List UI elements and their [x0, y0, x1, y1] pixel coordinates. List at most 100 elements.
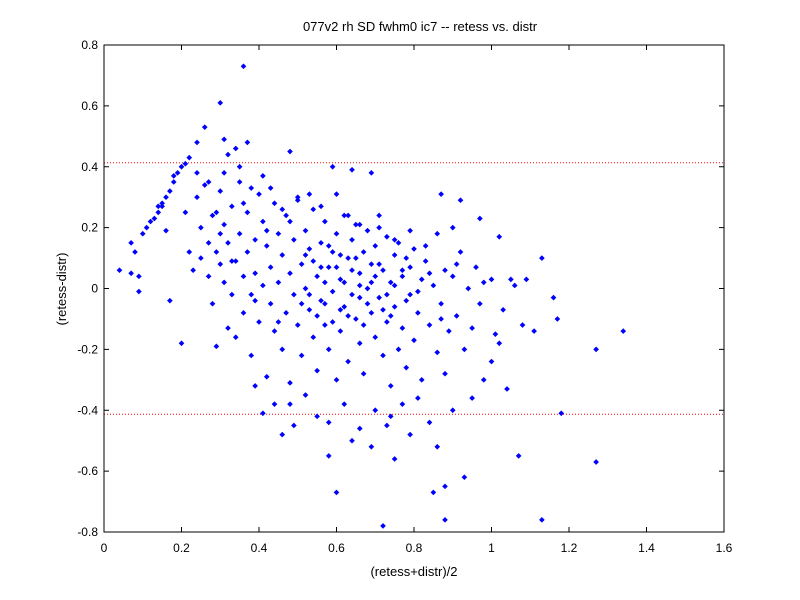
data-point — [422, 258, 429, 264]
data-point — [294, 197, 301, 204]
data-point — [310, 258, 317, 264]
data-point — [306, 246, 313, 252]
data-point — [318, 297, 324, 304]
data-point — [353, 255, 359, 261]
data-point — [267, 300, 274, 307]
data-point — [550, 294, 557, 301]
data-point — [190, 267, 196, 274]
data-point — [263, 227, 270, 234]
data-point — [387, 413, 394, 420]
data-point — [438, 191, 444, 197]
data-point — [368, 170, 375, 176]
data-point — [314, 367, 320, 374]
data-point — [380, 523, 386, 529]
data-point — [302, 227, 309, 234]
y-tick-label: 0.2 — [81, 221, 98, 235]
data-point — [221, 170, 227, 176]
data-point — [310, 206, 317, 213]
data-point — [240, 200, 247, 207]
data-point — [279, 346, 286, 353]
data-point — [438, 316, 444, 322]
data-point — [337, 328, 344, 334]
data-point — [364, 300, 371, 307]
data-point — [201, 182, 208, 188]
data-point — [287, 401, 293, 407]
data-point — [182, 209, 189, 216]
data-point — [360, 370, 367, 377]
data-point — [453, 313, 460, 319]
data-point — [155, 203, 162, 210]
data-point — [314, 273, 320, 280]
data-point — [209, 212, 216, 219]
data-point — [434, 230, 441, 237]
data-point — [333, 191, 340, 197]
data-point — [260, 173, 266, 179]
data-point — [232, 334, 239, 341]
data-point — [422, 243, 429, 249]
data-point — [225, 325, 231, 331]
data-point — [244, 139, 251, 146]
data-point — [539, 255, 545, 261]
data-point — [438, 300, 444, 307]
data-point — [314, 313, 320, 319]
data-point — [132, 249, 138, 255]
data-point — [267, 264, 274, 271]
data-point — [186, 249, 193, 255]
data-point — [236, 163, 243, 170]
data-point — [593, 346, 599, 353]
data-point — [314, 413, 320, 420]
data-point — [341, 401, 348, 407]
data-point — [519, 322, 526, 328]
data-point — [376, 294, 382, 301]
data-point — [368, 310, 375, 316]
data-point — [523, 276, 530, 283]
data-point — [411, 337, 417, 344]
y-tick-label: -0.4 — [77, 403, 98, 417]
data-point — [477, 300, 483, 307]
chart-title: 077v2 rh SD fwhm0 ic7 -- retess vs. dist… — [303, 19, 538, 34]
y-tick-label: 0.4 — [81, 160, 98, 174]
data-point — [384, 319, 390, 325]
data-point — [446, 328, 452, 334]
data-point — [426, 419, 433, 426]
data-point — [558, 410, 565, 417]
x-tick-label: 0.8 — [406, 541, 423, 555]
data-point — [213, 209, 220, 216]
data-point — [403, 364, 410, 371]
data-point — [116, 267, 123, 274]
data-point — [480, 376, 487, 383]
data-point — [322, 218, 328, 225]
data-point — [302, 252, 309, 258]
data-point — [240, 273, 247, 280]
data-point — [426, 270, 433, 277]
data-point — [488, 276, 495, 283]
data-point — [194, 139, 200, 146]
data-point — [136, 273, 142, 280]
data-point — [205, 273, 212, 280]
data-point — [473, 264, 479, 271]
data-point — [368, 443, 375, 450]
data-point — [449, 273, 456, 280]
data-point — [345, 313, 351, 319]
data-point — [275, 279, 282, 286]
data-point — [515, 453, 522, 459]
data-point — [457, 197, 464, 204]
data-point — [360, 322, 367, 328]
data-point — [364, 227, 371, 234]
data-point — [333, 230, 340, 237]
data-point — [442, 483, 448, 490]
data-point — [399, 273, 406, 280]
data-point — [531, 328, 537, 334]
data-point — [302, 285, 309, 292]
data-point — [353, 221, 359, 228]
data-point — [244, 209, 251, 216]
data-point — [376, 261, 382, 267]
data-point — [387, 313, 394, 319]
data-point — [267, 185, 274, 191]
data-point — [167, 188, 173, 194]
data-point — [287, 270, 293, 277]
data-point — [139, 230, 146, 237]
data-point — [221, 136, 227, 143]
data-point — [186, 154, 193, 161]
data-point — [252, 270, 258, 277]
